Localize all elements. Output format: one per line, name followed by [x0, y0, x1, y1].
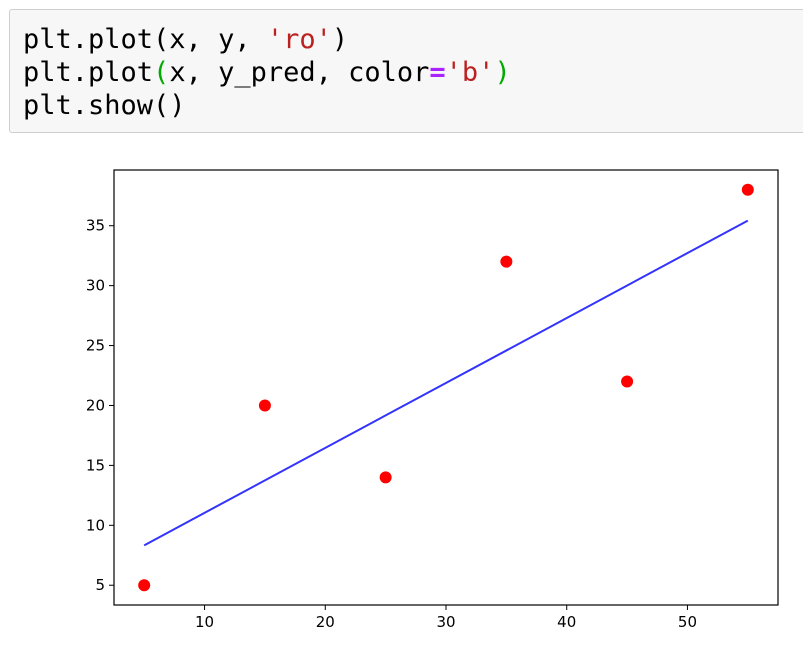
- data-point: [138, 579, 151, 592]
- code-token: plt.show(): [23, 90, 186, 121]
- y-tick-label: 30: [86, 277, 105, 295]
- code-token: plt.plot: [23, 57, 154, 88]
- data-point: [741, 183, 754, 196]
- y-tick-label: 15: [86, 456, 105, 474]
- x-tick-label: 10: [195, 613, 214, 631]
- code-token: (: [153, 57, 170, 88]
- data-point: [621, 375, 634, 388]
- data-point: [500, 255, 513, 268]
- y-tick-label: 25: [86, 337, 105, 355]
- x-tick-label: 50: [678, 613, 697, 631]
- x-tick-label: 40: [557, 613, 576, 631]
- chart-marks: [138, 183, 754, 592]
- data-point: [379, 471, 392, 484]
- y-tick-label: 5: [95, 576, 105, 594]
- code-line: plt.show(): [23, 89, 511, 122]
- y-tick-label: 20: [86, 396, 105, 414]
- output-area: 10 20 30 40 50 5 10 15 20 25 30 35: [0, 140, 804, 662]
- x-tick-label: 30: [436, 613, 455, 631]
- code-token: 'b': [445, 57, 495, 88]
- code-line: plt.plot(x, y, 'ro'): [23, 23, 511, 56]
- axis-ticks: 10 20 30 40 50 5 10 15 20 25 30 35: [86, 217, 697, 631]
- code-token: ): [494, 57, 511, 88]
- plot-frame: [113, 169, 779, 606]
- regression-line: [143, 219, 749, 547]
- y-tick-label: 10: [86, 516, 105, 534]
- code-token: 'ro': [266, 24, 332, 55]
- y-tick-label: 35: [86, 217, 105, 235]
- data-point: [258, 399, 271, 412]
- code-line: plt.plot(x, y_pred, color='b'): [23, 56, 511, 89]
- code-token: x, y_pred, color: [169, 57, 430, 88]
- scatter-plot: 10 20 30 40 50 5 10 15 20 25 30 35: [86, 169, 779, 631]
- code-token: plt.plot(x, y,: [23, 24, 267, 55]
- code-token: ): [331, 24, 349, 55]
- code-editor[interactable]: plt.plot(x, y, 'ro') plt.plot(x, y_pred, …: [23, 23, 511, 122]
- code-cell[interactable]: plt.plot(x, y, 'ro') plt.plot(x, y_pred, …: [9, 9, 803, 133]
- code-token: =: [429, 57, 446, 88]
- x-tick-label: 20: [316, 613, 335, 631]
- plot-area: [114, 170, 778, 605]
